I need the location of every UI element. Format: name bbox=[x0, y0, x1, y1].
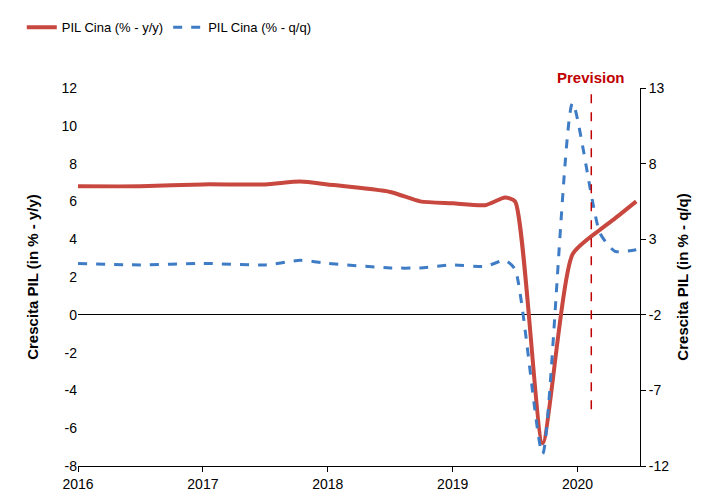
svg-text:PIL Cina (% - q/q): PIL Cina (% - q/q) bbox=[208, 20, 311, 35]
svg-text:4: 4 bbox=[69, 231, 77, 247]
svg-text:-2: -2 bbox=[65, 345, 78, 361]
svg-text:2018: 2018 bbox=[312, 476, 343, 492]
svg-text:12: 12 bbox=[61, 80, 77, 96]
svg-text:2016: 2016 bbox=[62, 476, 93, 492]
svg-text:-8: -8 bbox=[65, 458, 78, 474]
svg-text:3: 3 bbox=[649, 231, 657, 247]
svg-text:6: 6 bbox=[69, 193, 77, 209]
svg-text:0: 0 bbox=[69, 307, 77, 323]
svg-text:8: 8 bbox=[69, 156, 77, 172]
svg-text:2019: 2019 bbox=[437, 476, 468, 492]
svg-text:Prevision: Prevision bbox=[557, 69, 625, 86]
svg-text:-2: -2 bbox=[649, 307, 662, 323]
svg-text:Crescita PIL (in % - y/y): Crescita PIL (in % - y/y) bbox=[24, 194, 41, 360]
svg-text:Crescita PIL (in % - q/q): Crescita PIL (in % - q/q) bbox=[674, 193, 691, 360]
svg-text:-6: -6 bbox=[65, 420, 78, 436]
svg-text:10: 10 bbox=[61, 118, 77, 134]
svg-text:PIL Cina (% - y/y): PIL Cina (% - y/y) bbox=[62, 20, 163, 35]
svg-text:2017: 2017 bbox=[187, 476, 218, 492]
svg-text:13: 13 bbox=[649, 80, 665, 96]
svg-text:2: 2 bbox=[69, 269, 77, 285]
svg-text:2020: 2020 bbox=[562, 476, 593, 492]
svg-text:-12: -12 bbox=[649, 458, 669, 474]
svg-text:-7: -7 bbox=[649, 382, 662, 398]
svg-text:-4: -4 bbox=[65, 382, 78, 398]
svg-text:8: 8 bbox=[649, 156, 657, 172]
